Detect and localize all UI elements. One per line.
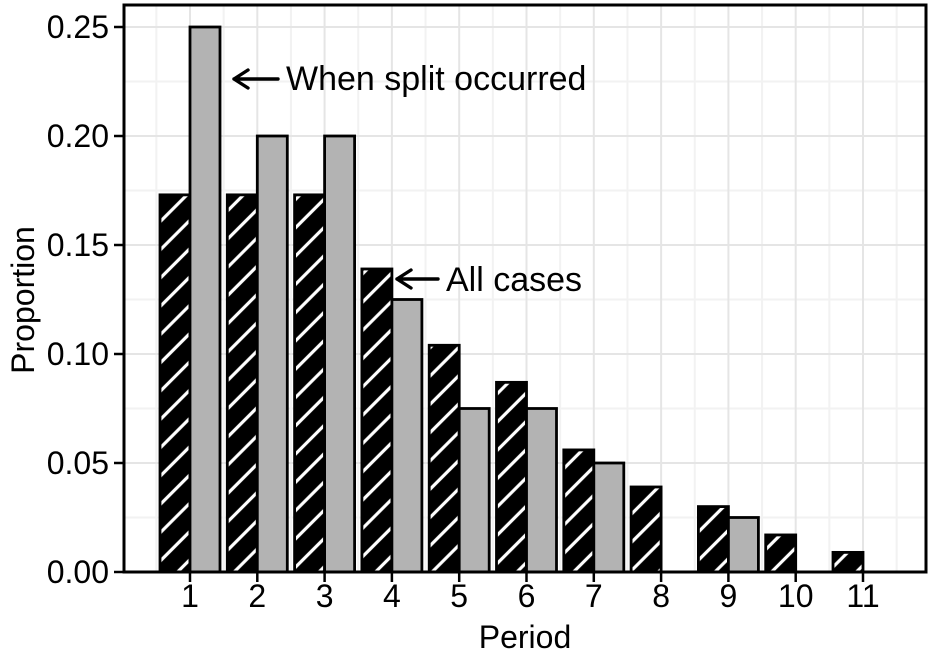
bar-all-cases-period-3 [293, 193, 327, 574]
bar-all-cases-period-5 [427, 343, 461, 574]
bar-all-cases-period-2 [225, 193, 259, 574]
bar-all-cases-period-1 [158, 193, 192, 574]
x-tick-label-4: 4 [383, 578, 401, 614]
bar-all-cases-period-11 [831, 550, 865, 574]
bar-all-cases-period-9 [697, 505, 730, 574]
y-tick-label-0.05: 0.05 [47, 445, 109, 481]
bar-when-split-occurred-period-4 [390, 298, 424, 574]
y-tick-label-0.20: 0.20 [47, 118, 109, 154]
annotation-when-split-occurred: When split occurred [232, 60, 586, 98]
x-tick-label-9: 9 [720, 578, 738, 614]
bar-all-cases-period-10 [764, 533, 798, 574]
y-axis-title: Proportion [5, 226, 41, 374]
y-tick-label-0.10: 0.10 [47, 336, 109, 372]
bar-when-split-occurred-period-3 [323, 134, 357, 574]
bar-when-split-occurred-period-9 [727, 516, 760, 574]
panel-border [122, 3, 928, 574]
bar-when-split-occurred-period-5 [457, 407, 491, 574]
annotation-all-cases: All cases [395, 261, 582, 299]
x-tick-label-2: 2 [248, 578, 266, 614]
left-arrow-icon [232, 68, 280, 90]
x-axis-title: Period [479, 619, 572, 655]
bar-when-split-occurred-period-1 [188, 25, 222, 574]
left-arrow-icon [395, 268, 440, 290]
bar-when-split-occurred-period-2 [255, 134, 289, 574]
x-tick-label-11: 11 [846, 578, 879, 614]
x-tick-labels: 1 2 3 4 5 6 7 8 9 10 11 [181, 578, 880, 614]
bar-all-cases-period-8 [629, 485, 663, 574]
annotation-when-split-occurred-label: When split occurred [286, 60, 586, 98]
bar-all-cases-period-6 [495, 380, 528, 574]
annotation-all-cases-label: All cases [446, 261, 582, 299]
bars [158, 25, 865, 574]
y-tick-label-0.25: 0.25 [47, 9, 109, 45]
y-tick-label-0.00: 0.00 [47, 554, 109, 590]
bar-when-split-occurred-period-7 [592, 461, 626, 574]
x-tick-label-5: 5 [450, 578, 468, 614]
x-tick-label-3: 3 [316, 578, 334, 614]
y-tick-label-0.15: 0.15 [47, 227, 109, 263]
bar-all-cases-period-4 [360, 267, 394, 574]
y-tick-labels: 0.00 0.05 0.10 0.15 0.20 0.25 [47, 9, 109, 590]
x-tick-label-6: 6 [518, 578, 536, 614]
axis-ticks [114, 25, 865, 582]
bar-all-cases-period-7 [562, 448, 596, 574]
bar-when-split-occurred-period-6 [525, 407, 558, 574]
x-tick-label-10: 10 [778, 578, 814, 614]
x-tick-label-8: 8 [652, 578, 670, 614]
x-tick-label-7: 7 [585, 578, 603, 614]
x-tick-label-1: 1 [181, 578, 199, 614]
